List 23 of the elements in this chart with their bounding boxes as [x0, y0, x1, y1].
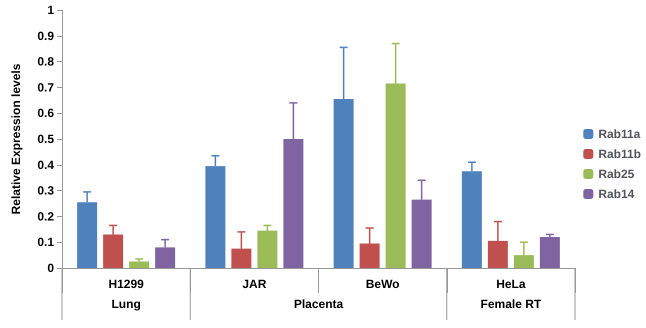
text: Female RT [480, 297, 542, 311]
y-tick-label: 0.2 [37, 209, 54, 224]
text: Lung [111, 297, 141, 311]
y-tick-label: 0.3 [37, 184, 54, 198]
y-tick-label: 1 [47, 3, 54, 17]
x-tick-label: HeLa [496, 277, 526, 291]
x-tick-label: BeWo [366, 277, 400, 291]
y-tick-label: 0.1 [37, 235, 54, 250]
y-tick-label: 0.4 [37, 158, 54, 172]
x-tick-label: JAR [242, 277, 267, 291]
y-tick-label: 0.5 [37, 132, 54, 146]
y-tick-label: 0.6 [37, 106, 54, 120]
y-tick-label: 0.7 [37, 80, 54, 94]
y-tick-label: 0 [47, 261, 54, 275]
x-tick-label: H1299 [108, 277, 144, 291]
legend-label: Rab11b [598, 147, 641, 161]
y-axis-title: Relative Expression levels [9, 63, 23, 214]
y-tick-label: 0.9 [37, 28, 54, 43]
legend-label: Rab11a [598, 127, 641, 141]
text: Placenta [294, 297, 344, 311]
legend-label: Rab14 [598, 187, 635, 201]
legend-label: Rab25 [598, 167, 635, 181]
y-tick-label: 0.8 [37, 54, 54, 69]
